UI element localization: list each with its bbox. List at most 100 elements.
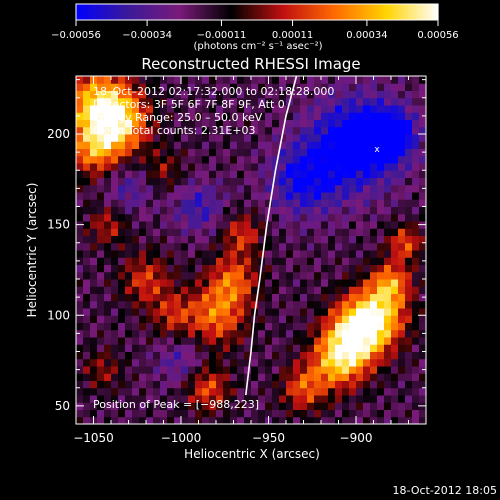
heatmap-cell: [398, 184, 406, 193]
heatmap-cell: [349, 315, 357, 323]
heatmap-cell: [251, 416, 259, 424]
heatmap-cell: [132, 112, 140, 120]
heatmap-cell: [405, 293, 413, 302]
heatmap-cell: [90, 271, 98, 280]
heatmap-cell: [321, 170, 329, 178]
heatmap-cell: [307, 199, 315, 207]
heatmap-cell: [132, 373, 140, 381]
heatmap-cell: [104, 228, 112, 236]
heatmap-cell: [167, 119, 175, 128]
heatmap-cell: [286, 177, 294, 186]
heatmap-cell: [83, 351, 91, 360]
heatmap-cell: [167, 112, 175, 120]
heatmap-cell: [195, 271, 203, 280]
heatmap-cell: [384, 228, 392, 236]
heatmap-cell: [237, 250, 245, 258]
heatmap-cell: [188, 409, 196, 418]
heatmap-cell: [181, 257, 189, 265]
heatmap-cell: [412, 380, 420, 389]
heatmap-cell: [300, 380, 308, 389]
heatmap-cell: [181, 402, 189, 410]
heatmap-cell: [370, 112, 378, 120]
heatmap-cell: [363, 141, 371, 149]
heatmap-cell: [181, 141, 189, 149]
heatmap-cell: [377, 242, 385, 251]
heatmap-cell: [76, 141, 84, 149]
heatmap-cell: [153, 184, 161, 193]
heatmap-cell: [209, 308, 217, 316]
heatmap-cell: [237, 380, 245, 389]
heatmap-cell: [188, 213, 196, 222]
heatmap-cell: [76, 97, 84, 106]
heatmap-cell: [202, 271, 210, 280]
heatmap-cell: [125, 242, 133, 251]
heatmap-cell: [118, 337, 126, 345]
heatmap-cell: [412, 119, 420, 128]
heatmap-cell: [90, 279, 98, 287]
heatmap-cell: [153, 148, 161, 157]
colorbar-cell: [202, 4, 207, 20]
heatmap-cell: [195, 293, 203, 302]
heatmap-cell: [146, 250, 154, 258]
heatmap-cell: [139, 213, 147, 222]
heatmap-cell: [363, 322, 371, 331]
heatmap-cell: [419, 322, 426, 331]
heatmap-cell: [335, 264, 343, 273]
heatmap-cell: [293, 409, 301, 418]
heatmap-cell: [167, 105, 175, 113]
heatmap-cell: [195, 387, 203, 396]
heatmap-cell: [328, 402, 336, 410]
heatmap-cell: [216, 76, 224, 84]
heatmap-cell: [76, 242, 84, 251]
colorbar-cell: [350, 4, 355, 20]
heatmap-cell: [90, 351, 98, 360]
heatmap-cell: [174, 134, 182, 142]
heatmap-cell: [293, 206, 301, 215]
heatmap-cell: [216, 337, 224, 345]
heatmap-cell: [118, 141, 126, 149]
heatmap-cell: [391, 271, 399, 280]
heatmap-cell: [286, 416, 294, 424]
heatmap-cell: [328, 300, 336, 309]
heatmap-cell: [111, 126, 119, 135]
heatmap-cell: [398, 264, 406, 273]
heatmap-cell: [188, 134, 196, 142]
heatmap-cell: [216, 279, 224, 287]
heatmap-cell: [356, 329, 364, 338]
heatmap-cell: [363, 250, 371, 258]
heatmap-cell: [293, 112, 301, 120]
heatmap-cell: [356, 170, 364, 178]
heatmap-cell: [279, 366, 287, 374]
heatmap-cell: [160, 126, 168, 135]
heatmap-cell: [209, 242, 217, 251]
heatmap-cell: [335, 315, 343, 323]
heatmap-cell: [272, 286, 280, 294]
heatmap-cell: [244, 155, 252, 164]
heatmap-cell: [391, 242, 399, 251]
heatmap-cell: [384, 300, 392, 309]
heatmap-cell: [328, 90, 336, 99]
heatmap-cell: [349, 105, 357, 113]
heatmap-cell: [314, 155, 322, 164]
heatmap-cell: [132, 380, 140, 389]
heatmap-cell: [209, 163, 217, 171]
heatmap-cell: [237, 387, 245, 396]
heatmap-cell: [153, 358, 161, 367]
heatmap-cell: [342, 148, 350, 157]
heatmap-cell: [279, 279, 287, 287]
heatmap-cell: [258, 148, 266, 157]
heatmap-cell: [370, 90, 378, 99]
heatmap-cell: [111, 395, 119, 403]
heatmap-cell: [398, 337, 406, 345]
colorbar-tick-label: 0.00056: [417, 30, 458, 41]
heatmap-cell: [209, 257, 217, 265]
heatmap-cell: [223, 228, 231, 236]
heatmap-cell: [384, 315, 392, 323]
heatmap-cell: [223, 177, 231, 186]
heatmap-cell: [412, 105, 420, 113]
heatmap-cell: [146, 163, 154, 171]
heatmap-cell: [363, 206, 371, 215]
heatmap-cell: [377, 228, 385, 236]
heatmap-cell: [118, 105, 126, 113]
heatmap-cell: [146, 148, 154, 157]
